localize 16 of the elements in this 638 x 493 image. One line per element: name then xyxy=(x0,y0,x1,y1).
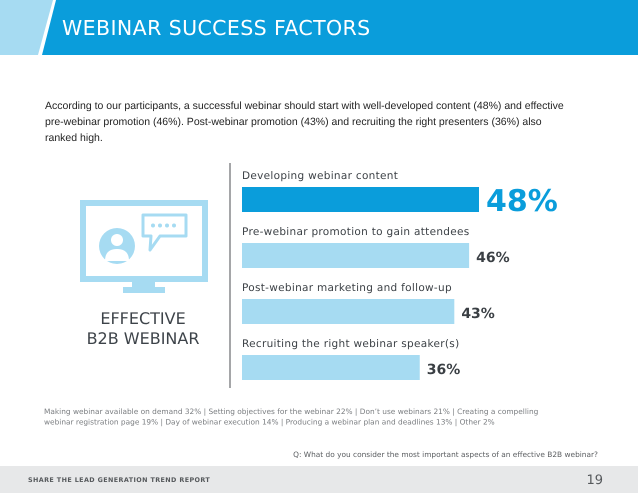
bar xyxy=(242,299,454,324)
text: 19 xyxy=(586,473,603,488)
y-tick-label: Post-webinar marketing and follow-up xyxy=(242,282,452,294)
y-tick-label: Pre-webinar promotion to gain attendees xyxy=(242,226,470,238)
data-label: 36% xyxy=(426,362,460,378)
chart-title: WEBINAR SUCCESS FACTORS xyxy=(62,16,371,40)
data-label: 48% xyxy=(486,184,558,219)
bar xyxy=(242,355,420,380)
text: EFFECTIVE B2B WEBINAR xyxy=(86,309,200,348)
bar xyxy=(242,187,479,212)
y-tick-label: Developing webinar content xyxy=(242,170,398,182)
bar xyxy=(242,243,470,268)
chart-subtitle: According to our participants, a successful webinar should start with well-developed content (48%) and effective pre-webinar promotion (46%). Post-webinar promotion (43%) and recruiting the right presenters (36%) also ranked high. xyxy=(45,100,564,144)
data-label: 43% xyxy=(461,306,495,322)
data-label: 46% xyxy=(476,250,510,266)
y-tick-label: Recruiting the right webinar speaker(s) xyxy=(242,338,460,350)
